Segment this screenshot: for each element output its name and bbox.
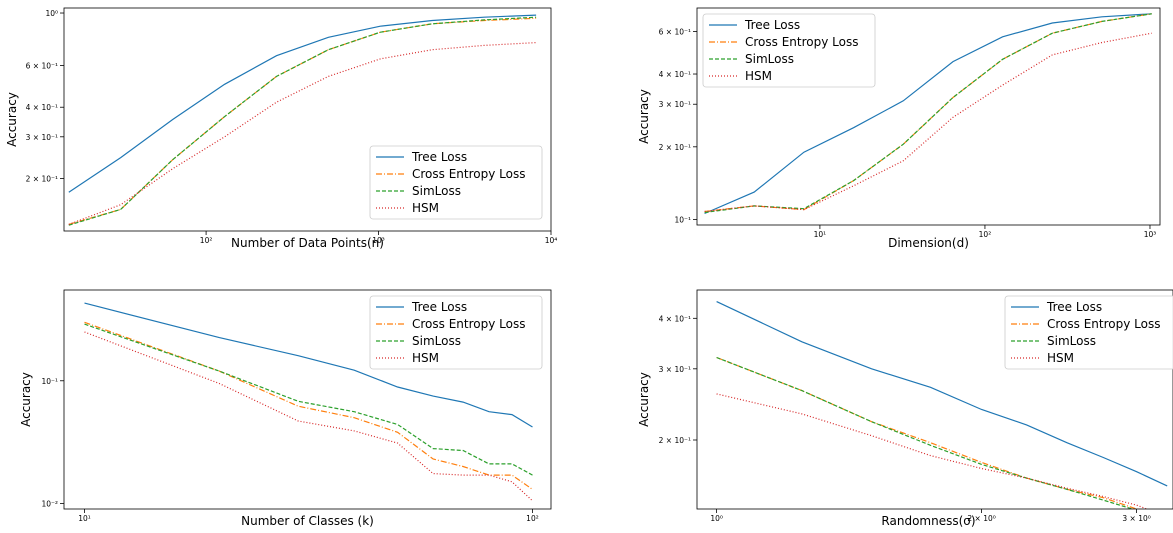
series-line-hsm	[716, 393, 1149, 509]
y-tick-label: 4 × 10⁻¹	[659, 314, 691, 323]
series-line-simloss	[716, 356, 1135, 509]
legend: Tree Loss Cross Entropy Loss SimLoss HSM	[702, 13, 876, 88]
series-line-hsm	[704, 32, 1152, 213]
legend-label: Cross Entropy Loss	[1047, 317, 1160, 331]
legend-label: Tree Loss	[411, 300, 467, 314]
chart-panel-randomness: 10⁰ 2 × 10⁰ 3 × 10⁰ 4 × 10⁻¹ 3 × 10⁻¹ 2 × 10⁻…	[637, 289, 1173, 528]
legend-box	[1004, 295, 1173, 370]
y-tick-label: 6 × 10⁻¹	[26, 62, 58, 71]
y-axis-label: Accuracy	[637, 372, 651, 427]
series-line-tree-loss	[84, 302, 533, 428]
legend-box	[369, 295, 543, 370]
legend-box	[702, 13, 876, 88]
plot-frame	[696, 7, 1161, 226]
x-axis-label: Randomness(σ)	[881, 514, 975, 528]
x-tick-label: 3 × 10⁰	[1122, 514, 1150, 523]
plot-frame	[696, 289, 1173, 510]
legend-label: SimLoss	[1047, 334, 1096, 348]
series-line-hsm	[84, 331, 533, 502]
x-tick-label: 10³	[372, 236, 385, 245]
y-tick-label: 10⁰	[45, 9, 58, 18]
x-tick-label: 10²	[979, 230, 992, 239]
x-axis-label: Number of Classes (k)	[241, 514, 374, 528]
y-tick-label: 2 × 10⁻¹	[659, 436, 691, 445]
series-line-tree-loss	[716, 301, 1168, 487]
legend-label: HSM	[1047, 351, 1074, 365]
x-axis-label: Number of Data Points(n)	[231, 236, 384, 250]
y-tick-label: 6 × 10⁻¹	[659, 27, 691, 36]
legend-label: Tree Loss	[1046, 300, 1102, 314]
y-axis-label: Accuracy	[637, 89, 651, 144]
series-line-simloss	[68, 16, 537, 226]
legend-box	[369, 145, 543, 220]
legend: Tree Loss Cross Entropy Loss SimLoss HSM	[369, 295, 543, 370]
y-tick-label: 10⁻¹	[41, 377, 58, 386]
series-line-simloss	[704, 13, 1152, 214]
series-line-cross-entropy-loss	[84, 321, 533, 490]
y-tick-label: 4 × 10⁻¹	[659, 70, 691, 79]
legend: Tree Loss Cross Entropy Loss SimLoss HSM	[369, 145, 543, 220]
legend-label: SimLoss	[412, 184, 461, 198]
x-tick-label: 10¹	[78, 514, 91, 523]
x-tick-label: 10³	[1144, 230, 1157, 239]
series-line-tree-loss	[68, 14, 537, 193]
legend-label: SimLoss	[745, 52, 794, 66]
y-tick-label: 3 × 10⁻¹	[659, 365, 691, 374]
y-tick-label: 3 × 10⁻¹	[659, 100, 691, 109]
x-tick-label: 10²	[200, 236, 213, 245]
x-tick-label: 10²	[526, 514, 539, 523]
legend-label: Cross Entropy Loss	[745, 35, 858, 49]
legend-label: Tree Loss	[411, 150, 467, 164]
x-tick-label: 10¹	[814, 230, 827, 239]
y-tick-label: 4 × 10⁻¹	[26, 103, 58, 112]
legend-label: HSM	[412, 351, 439, 365]
legend: Tree Loss Cross Entropy Loss SimLoss HSM	[1004, 295, 1173, 370]
y-tick-label: 2 × 10⁻¹	[26, 174, 58, 183]
legend-label: HSM	[745, 69, 772, 83]
series-line-tree-loss	[704, 13, 1152, 215]
series-line-hsm	[68, 42, 537, 225]
legend-label: Cross Entropy Loss	[412, 167, 525, 181]
x-tick-label: 10⁰	[710, 514, 723, 523]
y-tick-label: 3 × 10⁻¹	[26, 133, 58, 142]
plot-frame	[63, 7, 552, 232]
y-axis-label: Accuracy	[19, 372, 33, 427]
y-tick-label: 10⁻²	[41, 499, 58, 508]
chart-panel-data-points: 10² 10³ 10⁴ 10⁰ 6 × 10⁻¹ 4 × 10⁻¹ 3 × 10⁻¹ 2 × …	[5, 7, 558, 250]
series-line-simloss	[84, 323, 533, 476]
x-axis-label: Dimension(d)	[888, 236, 969, 250]
x-tick-label: 2 × 10⁰	[967, 514, 995, 523]
chart-panel-classes: 10¹ 10² 10⁻¹ 10⁻² Number of Classes (k) Accur…	[19, 289, 552, 528]
plot-frame	[63, 289, 552, 510]
y-axis-label: Accuracy	[5, 92, 19, 147]
legend-label: HSM	[412, 201, 439, 215]
legend-label: Cross Entropy Loss	[412, 317, 525, 331]
chart-panel-dimension: 10¹ 10² 10³ 6 × 10⁻¹ 4 × 10⁻¹ 3 × 10⁻¹ 2 × 10⁻…	[637, 7, 1161, 250]
x-tick-label: 10⁴	[545, 236, 558, 245]
legend-label: Tree Loss	[744, 18, 800, 32]
series-line-cross-entropy-loss	[716, 356, 1139, 509]
legend-label: SimLoss	[412, 334, 461, 348]
y-tick-label: 2 × 10⁻¹	[659, 143, 691, 152]
y-tick-label: 10⁻¹	[674, 216, 691, 225]
